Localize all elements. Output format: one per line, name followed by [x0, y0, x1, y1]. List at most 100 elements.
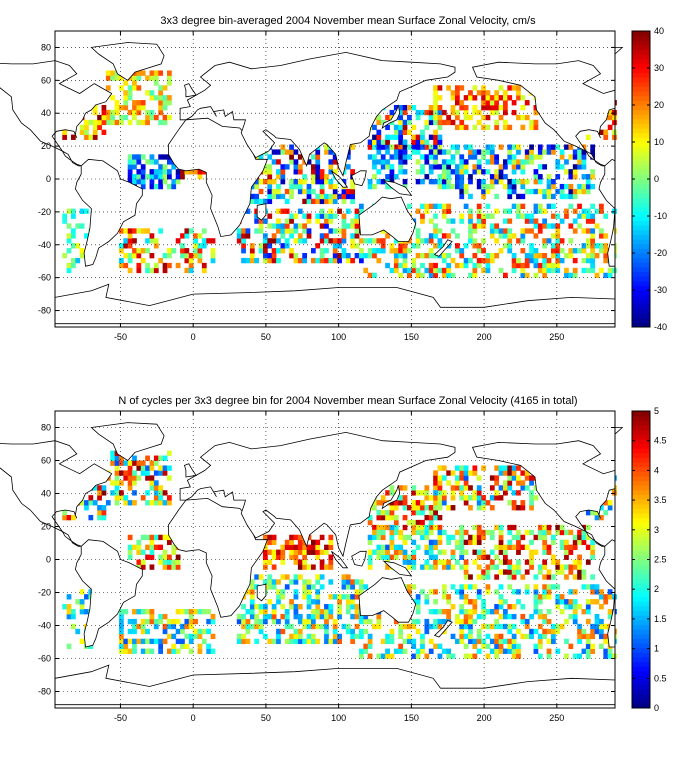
bin-cell: [590, 183, 596, 190]
bin-cell: [263, 579, 268, 585]
bin-cell: [350, 599, 356, 605]
colorbar-tick-label: 4.5: [654, 436, 667, 446]
bin-cell: [607, 500, 613, 506]
bin-cell: [153, 169, 159, 175]
bin-cell: [407, 154, 412, 160]
bin-cell: [354, 633, 360, 640]
bin-cell: [415, 604, 421, 610]
bin-cell: [481, 534, 486, 541]
bin-cell: [555, 584, 561, 590]
bin-cell: [372, 248, 377, 254]
colorbar-step: [632, 536, 650, 542]
bin-cell: [136, 105, 142, 111]
bin-cell: [494, 100, 500, 106]
colorbar-step: [632, 591, 650, 598]
colorbar-tick-label: 40: [654, 26, 664, 36]
bin-cell: [136, 539, 142, 546]
bin-cell: [127, 169, 133, 175]
bin-cell: [511, 569, 517, 575]
bin-cell: [494, 490, 500, 496]
bin-cell: [145, 554, 150, 560]
bin-cell: [433, 109, 438, 116]
bin-cell: [101, 485, 107, 491]
bin-cell: [319, 174, 325, 180]
colorbar-step: [632, 462, 650, 468]
bin-cell: [62, 510, 68, 516]
bin-cell: [420, 490, 425, 496]
bin-cell: [271, 238, 277, 244]
bin-cell: [476, 164, 482, 170]
bin-cell: [446, 149, 452, 155]
colorbar-step: [632, 457, 650, 463]
bin-cell: [537, 534, 543, 541]
x-tick-label: 250: [549, 332, 564, 342]
bin-cell: [572, 218, 578, 224]
bin-cell: [149, 253, 155, 259]
bin-cell: [498, 534, 504, 541]
bin-cell: [119, 119, 124, 126]
bin-cell: [441, 549, 447, 555]
bin-cell: [524, 188, 530, 195]
bin-cell: [441, 594, 447, 600]
bin-cell: [450, 159, 456, 165]
bin-cell: [476, 628, 482, 635]
bin-cell: [402, 534, 408, 541]
bin-cell: [446, 159, 452, 165]
bin-cell: [568, 248, 574, 254]
bin-cell: [132, 609, 137, 615]
colorbar-step: [632, 72, 650, 78]
bin-cell: [559, 188, 565, 195]
bin-cell: [398, 119, 404, 126]
bin-cell: [424, 514, 430, 521]
bin-cell: [572, 534, 578, 541]
bin-cell: [324, 623, 329, 630]
bin-cell: [376, 653, 382, 659]
colorbar-step: [632, 179, 650, 185]
bin-cell: [167, 633, 172, 640]
bin-cell: [92, 119, 98, 126]
bin-cell: [468, 505, 473, 511]
bin-cell: [319, 198, 325, 205]
bin-cell: [193, 633, 198, 640]
bin-cell: [585, 648, 591, 654]
colorbar-step: [632, 647, 650, 653]
bin-cell: [132, 544, 137, 550]
bin-cell: [572, 154, 578, 160]
bin-cell: [123, 648, 129, 654]
bin-cell: [210, 618, 216, 625]
bin-cell: [393, 524, 399, 531]
bin-cell: [437, 238, 443, 244]
bin-cell: [585, 643, 591, 649]
bin-cell: [145, 159, 150, 165]
bin-cell: [450, 183, 456, 190]
bin-cell: [555, 529, 561, 536]
bin-cell: [564, 159, 569, 165]
bin-cell: [511, 109, 517, 116]
bin-cell: [280, 544, 286, 550]
bin-cell: [481, 213, 486, 219]
bin-cell: [97, 505, 102, 511]
bin-cell: [577, 564, 582, 570]
bin-cell: [119, 114, 124, 121]
bin-cell: [494, 604, 500, 610]
bin-cell: [520, 505, 526, 511]
bin-cell: [127, 267, 133, 274]
bin-cell: [306, 213, 312, 219]
bin-cell: [402, 243, 408, 249]
bin-cell: [306, 618, 312, 625]
colorbar-step: [632, 522, 650, 528]
bin-cell: [363, 613, 369, 620]
bin-cell: [568, 589, 574, 595]
bin-cell: [599, 633, 604, 640]
bin-cell: [145, 628, 150, 635]
bin-cell: [581, 248, 587, 254]
bin-cell: [481, 124, 486, 131]
bin-cell: [92, 134, 98, 140]
bin-cell: [568, 544, 574, 550]
bin-cell: [315, 154, 321, 160]
bin-cell: [127, 238, 133, 244]
bin-cell: [206, 643, 212, 649]
bin-cell: [175, 618, 181, 625]
bin-cell: [494, 564, 500, 570]
bin-cell: [441, 475, 447, 481]
